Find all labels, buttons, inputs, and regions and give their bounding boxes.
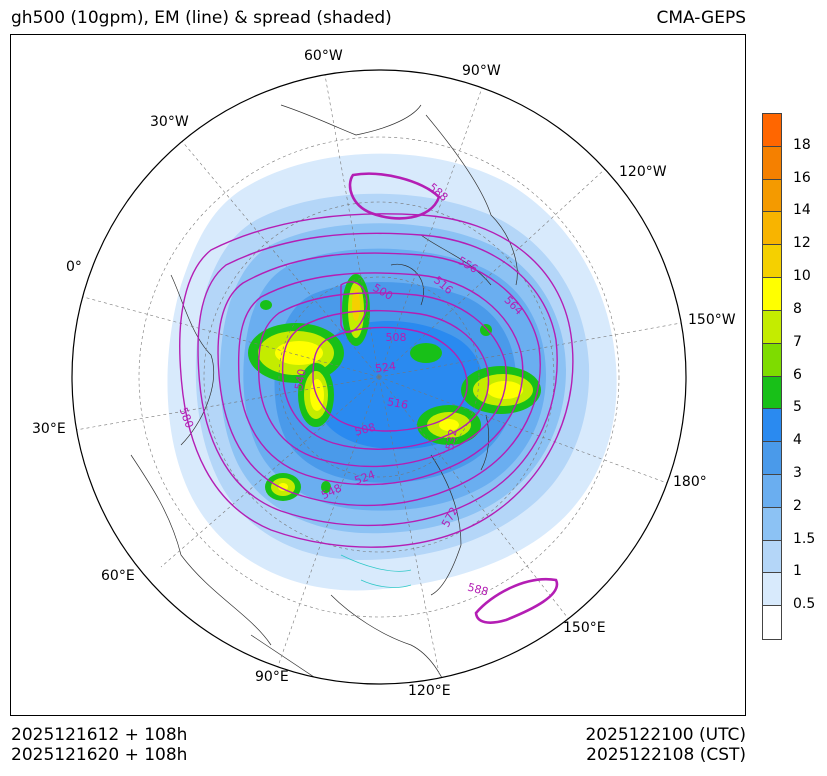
- colorbar-tick-label: 16: [793, 169, 811, 186]
- colorbar-tick-label: 8: [793, 300, 802, 317]
- lon-label-120e: 120°E: [408, 683, 451, 699]
- colorbar-segment: [762, 113, 782, 147]
- colorbar-tick-label: 14: [793, 202, 811, 219]
- colorbar-segment: [762, 342, 782, 377]
- contour-label: 524: [374, 360, 397, 376]
- colorbar-segment: [762, 277, 782, 311]
- colorbar-tick-label: 0.5: [793, 596, 816, 613]
- lon-label-150e: 150°E: [563, 620, 606, 636]
- colorbar-tick-label: 18: [793, 136, 811, 153]
- colorbar-segment: [762, 211, 782, 246]
- colorbar-segment: [762, 539, 782, 574]
- colorbar-segment: [762, 572, 782, 607]
- spread-colorbar: [762, 113, 782, 640]
- colorbar-segment: [762, 244, 782, 279]
- colorbar-segment: [762, 473, 782, 508]
- colorbar-segment: [762, 506, 782, 541]
- colorbar-segment: [762, 178, 782, 213]
- colorbar-segment: [762, 408, 782, 443]
- colorbar-tick-label: 4: [793, 432, 802, 449]
- colorbar-tick-label: 5: [793, 399, 802, 416]
- lon-label-150w: 150°W: [688, 312, 736, 328]
- contour-label: 516: [386, 395, 409, 411]
- contour-label: 588: [466, 581, 490, 599]
- map-disk-content: [72, 70, 686, 684]
- lon-label-180: 180°: [673, 474, 707, 490]
- map-frame: 588 556 516 564 500 508 524 540 516 580 …: [10, 34, 746, 716]
- colorbar-segment: [762, 441, 782, 475]
- valid-time-utc: 2025122100 (UTC): [585, 725, 746, 745]
- colorbar-segment: [762, 309, 782, 344]
- lon-label-30w: 30°W: [150, 114, 189, 130]
- lon-label-120w: 120°W: [619, 164, 667, 180]
- polar-map: 588 556 516 564 500 508 524 540 516 580 …: [71, 69, 687, 685]
- init-time-cst: 2025121620 + 108h: [11, 745, 188, 765]
- lon-label-90e: 90°E: [255, 669, 289, 685]
- colorbar-tick-label: 3: [793, 464, 802, 481]
- contour-label: 532: [443, 428, 459, 451]
- colorbar-tick-label: 6: [793, 366, 802, 383]
- colorbar-segment: [762, 375, 782, 410]
- lon-label-0: 0°: [66, 259, 82, 275]
- model-name: CMA-GEPS: [656, 8, 746, 28]
- height-contours: [179, 172, 574, 624]
- colorbar-segment: [762, 605, 782, 640]
- colorbar-tick-label: 12: [793, 235, 811, 252]
- init-time-utc: 2025121612 + 108h: [11, 725, 188, 745]
- colorbar-segment: [762, 145, 782, 180]
- chart-title: gh500 (10gpm), EM (line) & spread (shade…: [11, 8, 392, 28]
- colorbar-tick-label: 2: [793, 497, 802, 514]
- contour-label: 508: [353, 421, 377, 439]
- lon-label-90w: 90°W: [462, 63, 501, 79]
- lon-label-60e: 60°E: [101, 568, 135, 584]
- valid-time-cst: 2025122108 (CST): [586, 745, 746, 765]
- minor-lines: [340, 554, 412, 588]
- lon-label-60w: 60°W: [304, 48, 343, 64]
- map-boundary: [71, 69, 687, 685]
- contour-label: 540: [292, 368, 308, 391]
- contour-label: 508: [386, 331, 407, 344]
- coastlines: [130, 104, 518, 684]
- colorbar-tick-label: 1: [793, 563, 802, 580]
- graticule: [75, 74, 682, 684]
- colorbar-tick-label: 10: [793, 268, 811, 285]
- colorbar-tick-label: 7: [793, 333, 802, 350]
- lon-label-30e: 30°E: [32, 421, 66, 437]
- colorbar-tick-label: 1.5: [793, 530, 816, 547]
